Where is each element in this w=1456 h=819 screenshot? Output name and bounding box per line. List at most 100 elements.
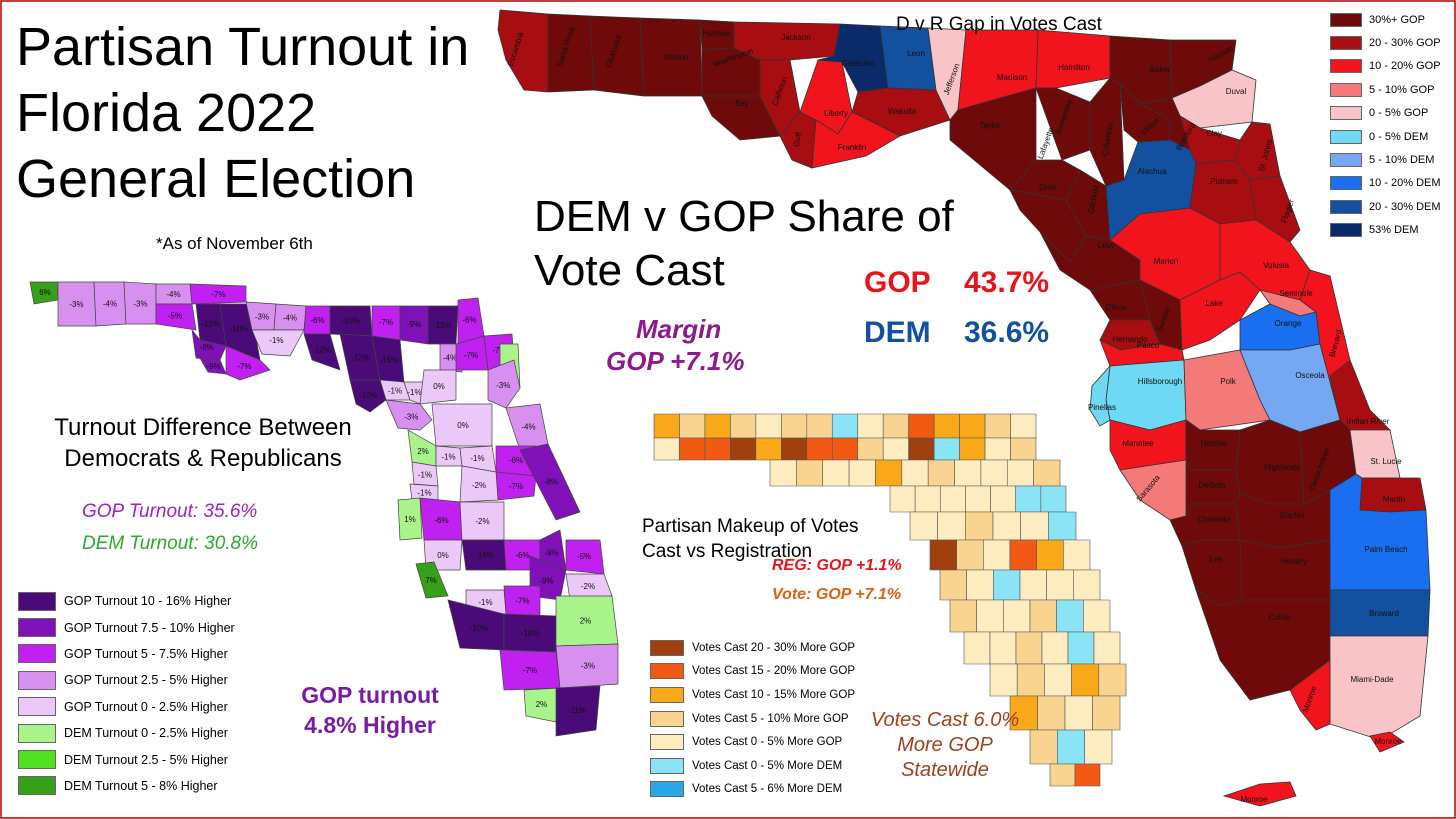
makeup-county (1029, 729, 1058, 765)
makeup-legend-label: Votes Cast 0 - 5% More GOP (692, 736, 843, 749)
makeup-county (966, 569, 994, 601)
makeup-county (984, 413, 1011, 439)
county-label: Collier (1269, 613, 1292, 622)
county-label: Walton (664, 53, 689, 62)
turnout-county (555, 685, 601, 737)
county-label: Dixie (1039, 183, 1057, 192)
makeup-county (929, 539, 957, 571)
gap-legend-label: 20 - 30% DEM (1369, 200, 1441, 213)
makeup-legend-label: Votes Cast 5 - 10% More GOP (692, 712, 849, 725)
turnout-legend-label: DEM Turnout 0 - 2.5% Higher (64, 726, 228, 741)
makeup-county (980, 459, 1008, 487)
makeup-county (1049, 763, 1076, 787)
makeup-county (914, 485, 941, 513)
turnout-county (419, 369, 457, 405)
turnout-value: -9% (544, 549, 558, 558)
county-label: Clay (1206, 129, 1222, 138)
makeup-county (965, 485, 991, 513)
gap-legend-label: 0 - 5% DEM (1369, 130, 1429, 143)
makeup-county (933, 413, 960, 439)
turnout-value: -2% (581, 582, 595, 591)
makeup-county (1029, 599, 1057, 633)
turnout-county (555, 643, 619, 689)
makeup-county (1074, 763, 1101, 787)
makeup-county (1063, 539, 1091, 571)
turnout-county (251, 329, 305, 357)
turnout-value: 0% (437, 551, 449, 560)
turnout-value: -8% (200, 343, 214, 352)
gap-legend-swatch (1330, 106, 1362, 121)
turnout-value: -3% (581, 662, 595, 671)
turnout-value: -10% (470, 624, 489, 633)
makeup-map-title: Partisan Makeup of Votes Cast vs Registr… (642, 516, 859, 562)
county-label: Polk (1220, 377, 1237, 386)
page-title: Partisan Turnout in Florida 2022 General… (16, 17, 470, 209)
turnout-value: -9% (539, 577, 553, 586)
county-label: Pinellas (1088, 403, 1116, 412)
makeup-county (963, 631, 991, 665)
makeup-county (976, 599, 1004, 633)
turnout-value: -7% (509, 482, 523, 491)
makeup-county (831, 413, 859, 439)
gap-legend-label: 10 - 20% GOP (1369, 60, 1441, 73)
turnout-value: -5% (577, 552, 591, 561)
makeup-county (1067, 631, 1095, 665)
makeup-legend-item: Votes Cast 20 - 30% More GOP (650, 636, 855, 660)
turnout-value: -6% (515, 551, 529, 560)
makeup-county (908, 413, 935, 439)
county-label: Pasco (1137, 341, 1160, 350)
makeup-county (956, 539, 984, 571)
makeup-county (848, 459, 876, 487)
turnout-value: -7% (211, 290, 225, 299)
gop-share-label: GOP (864, 266, 931, 299)
turnout-value: -1% (418, 471, 432, 480)
turnout-legend-swatch (18, 670, 56, 690)
turnout-value: -15% (433, 321, 452, 330)
county-label: Jackson (781, 33, 810, 42)
makeup-county (965, 511, 994, 541)
county-label: Highlands (1264, 463, 1300, 472)
gap-legend-item: 0 - 5% GOP (1330, 102, 1441, 125)
turnout-legend-item: GOP Turnout 7.5 - 10% Higher (18, 614, 235, 640)
makeup-county (959, 413, 986, 439)
county-label: Bay (735, 99, 749, 108)
county-label: Leon (907, 49, 925, 58)
makeup-county (959, 437, 986, 461)
makeup-legend-label: Votes Cast 20 - 30% More GOP (692, 641, 855, 654)
turnout-value: -2% (475, 517, 489, 526)
turnout-value: -15% (380, 356, 399, 365)
turnout-value: -9% (407, 320, 421, 329)
makeup-county (704, 413, 731, 439)
makeup-county (1033, 459, 1061, 487)
turnout-legend-item: GOP Turnout 2.5 - 5% Higher (18, 667, 235, 693)
gap-legend-item: 0 - 5% DEM (1330, 125, 1441, 148)
turnout-value: -3% (69, 300, 83, 309)
makeup-legend-item: Votes Cast 5 - 6% More DEM (650, 778, 855, 802)
county-monroe (1369, 731, 1405, 753)
turnout-legend-label: GOP Turnout 0 - 2.5% Higher (64, 699, 228, 714)
county-label: Duval (1226, 87, 1247, 96)
county-hendry (1239, 539, 1331, 601)
makeup-county (882, 437, 909, 461)
turnout-value: -3% (133, 300, 147, 309)
makeup-county (1093, 631, 1121, 665)
turnout-value: 6% (39, 288, 51, 297)
county-label: Citrus (1106, 303, 1127, 312)
turnout-legend-swatch (18, 644, 56, 664)
makeup-county (1040, 485, 1067, 513)
county-label: Hernando (1112, 335, 1148, 344)
turnout-legend-label: GOP Turnout 5 - 7.5% Higher (64, 646, 228, 661)
makeup-county (949, 599, 977, 633)
county-label: Hardee (1201, 439, 1228, 448)
makeup-county (954, 459, 982, 487)
gap-legend-swatch (1330, 153, 1362, 168)
turnout-county (349, 379, 387, 413)
county-label: Holmes (702, 29, 729, 38)
makeup-county (1056, 599, 1084, 633)
makeup-county (1044, 663, 1072, 697)
makeup-county (990, 485, 1017, 513)
gap-legend-label: 10 - 20% DEM (1369, 177, 1441, 190)
turnout-legend-swatch (18, 776, 56, 796)
makeup-legend-swatch (650, 663, 684, 680)
